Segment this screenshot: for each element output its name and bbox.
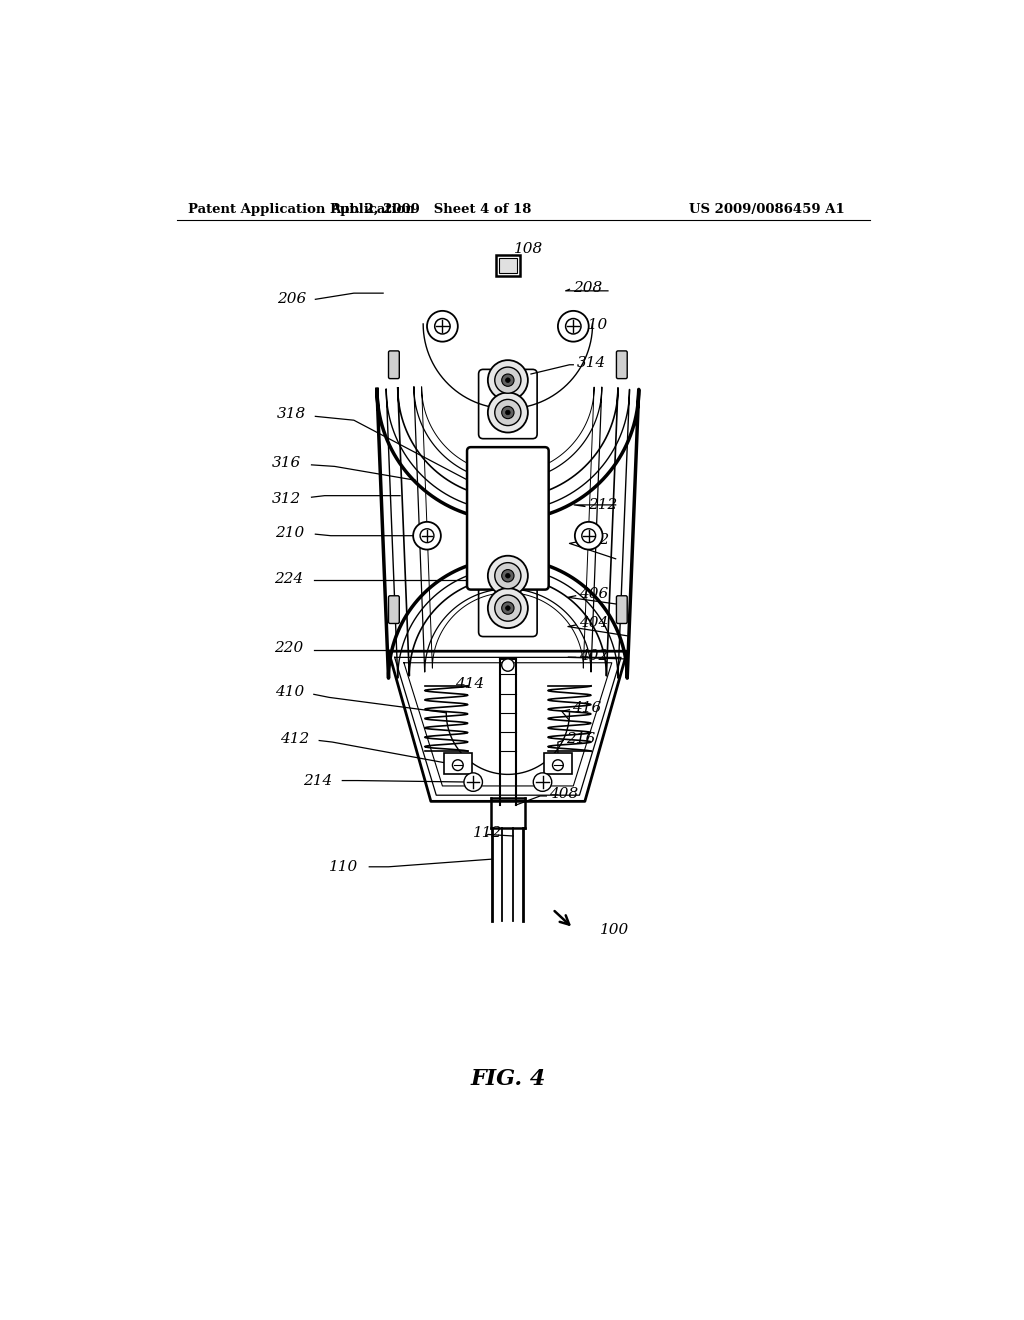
Text: 216: 216 bbox=[566, 733, 596, 746]
Text: 108: 108 bbox=[514, 243, 544, 256]
Circle shape bbox=[487, 360, 528, 400]
Text: 220: 220 bbox=[274, 642, 304, 655]
Bar bbox=[496, 255, 520, 276]
Circle shape bbox=[506, 573, 510, 578]
Text: 414: 414 bbox=[455, 677, 484, 690]
Text: 208: 208 bbox=[573, 281, 602, 294]
Circle shape bbox=[502, 407, 514, 418]
Text: 314: 314 bbox=[577, 356, 605, 370]
Text: 412: 412 bbox=[280, 733, 309, 746]
Text: 416: 416 bbox=[572, 701, 602, 715]
Text: FIG. 4: FIG. 4 bbox=[470, 1068, 546, 1089]
FancyBboxPatch shape bbox=[388, 595, 399, 623]
Circle shape bbox=[487, 392, 528, 433]
Bar bbox=[544, 752, 571, 775]
Text: 402: 402 bbox=[579, 649, 608, 663]
Text: 110: 110 bbox=[330, 859, 358, 874]
Circle shape bbox=[464, 774, 482, 792]
Circle shape bbox=[495, 562, 521, 589]
Text: 404: 404 bbox=[579, 616, 608, 631]
Text: 100: 100 bbox=[600, 923, 630, 937]
Circle shape bbox=[487, 589, 528, 628]
FancyBboxPatch shape bbox=[616, 595, 628, 623]
Text: 410: 410 bbox=[274, 685, 304, 700]
Circle shape bbox=[558, 312, 589, 342]
Text: 316: 316 bbox=[272, 455, 301, 470]
Circle shape bbox=[506, 606, 510, 610]
Circle shape bbox=[502, 659, 514, 671]
Text: 318: 318 bbox=[276, 407, 306, 421]
Circle shape bbox=[495, 367, 521, 393]
FancyBboxPatch shape bbox=[388, 351, 399, 379]
Text: 206: 206 bbox=[276, 292, 306, 306]
Circle shape bbox=[502, 374, 514, 387]
Circle shape bbox=[506, 411, 510, 414]
Text: 214: 214 bbox=[303, 774, 333, 788]
FancyBboxPatch shape bbox=[467, 447, 549, 590]
Circle shape bbox=[534, 774, 552, 792]
FancyBboxPatch shape bbox=[616, 351, 628, 379]
Text: Apr. 2, 2009   Sheet 4 of 18: Apr. 2, 2009 Sheet 4 of 18 bbox=[330, 203, 531, 215]
Text: 224: 224 bbox=[274, 572, 304, 586]
Text: 222: 222 bbox=[581, 533, 609, 548]
Circle shape bbox=[502, 570, 514, 582]
Circle shape bbox=[495, 400, 521, 425]
Text: US 2009/0086459 A1: US 2009/0086459 A1 bbox=[689, 203, 845, 215]
Text: 210: 210 bbox=[275, 525, 304, 540]
Circle shape bbox=[506, 378, 510, 383]
Bar bbox=[499, 257, 517, 273]
Circle shape bbox=[495, 595, 521, 622]
Circle shape bbox=[487, 556, 528, 595]
Bar bbox=[444, 752, 472, 775]
Circle shape bbox=[502, 602, 514, 614]
Text: 406: 406 bbox=[579, 587, 608, 601]
Circle shape bbox=[574, 521, 602, 549]
Text: 408: 408 bbox=[550, 788, 579, 801]
Text: 212: 212 bbox=[588, 498, 617, 512]
Text: Patent Application Publication: Patent Application Publication bbox=[188, 203, 415, 215]
Text: 312: 312 bbox=[272, 492, 301, 506]
Circle shape bbox=[413, 521, 441, 549]
Text: 310: 310 bbox=[579, 318, 608, 331]
Text: 112: 112 bbox=[472, 826, 502, 840]
Circle shape bbox=[427, 312, 458, 342]
